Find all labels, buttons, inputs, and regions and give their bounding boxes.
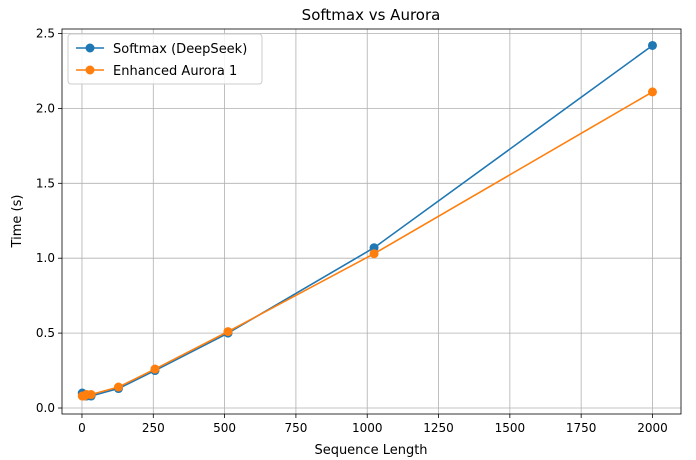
series-2 (77, 87, 657, 401)
y-tick-label: 1.5 (36, 176, 55, 190)
legend-item: Enhanced Aurora 1 (76, 64, 237, 79)
x-tick-label: 1500 (495, 421, 526, 435)
y-tick-label: 2.5 (36, 26, 55, 40)
ticks: 0 250 500 750 1000 1250 1500 1750 2000 0.0 0.5 1.0 1… (36, 26, 668, 435)
legend-marker (85, 43, 95, 53)
legend-label: Enhanced Aurora 1 (113, 64, 237, 79)
data-point (113, 382, 123, 392)
y-axis-title: Time (s) (10, 195, 25, 249)
legend-marker (85, 65, 95, 75)
chart-title: Softmax vs Aurora (302, 6, 441, 24)
data-point (647, 87, 657, 97)
x-tick-label: 0 (78, 421, 86, 435)
plot-frame (61, 28, 682, 415)
data-point (86, 390, 96, 400)
x-tick-label: 2000 (637, 421, 668, 435)
y-tick-label: 0.0 (36, 401, 55, 415)
legend-item: Softmax (DeepSeek) (76, 42, 247, 57)
x-tick-label: 1000 (352, 421, 383, 435)
series-layer (77, 40, 657, 401)
x-tick-label: 750 (284, 421, 307, 435)
data-point (647, 40, 657, 50)
x-axis-title: Sequence Length (314, 443, 427, 458)
data-point (369, 249, 379, 259)
x-tick-label: 500 (213, 421, 236, 435)
y-tick-label: 2.0 (36, 101, 55, 115)
data-point (150, 364, 160, 374)
y-tick-label: 1.0 (36, 251, 55, 265)
legend-frame (67, 33, 263, 85)
legend-label: Softmax (DeepSeek) (113, 42, 247, 57)
x-tick-label: 250 (142, 421, 165, 435)
data-point (223, 327, 233, 337)
x-tick-label: 1750 (566, 421, 597, 435)
y-tick-label: 0.5 (36, 326, 55, 340)
x-tick-label: 1250 (423, 421, 454, 435)
legend: Softmax (DeepSeek) Enhanced Aurora 1 (67, 33, 263, 85)
